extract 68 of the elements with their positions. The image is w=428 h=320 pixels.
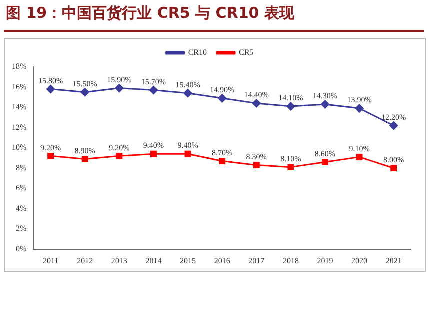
point (356, 154, 363, 160)
data-label: 9.40% (178, 141, 199, 150)
point (116, 152, 123, 160)
data-label: 13.90% (347, 96, 372, 105)
data-label: 9.10% (349, 144, 370, 154)
y-tick-label: 10% (12, 143, 27, 152)
x-tick-label: 2016 (214, 256, 230, 266)
point (288, 164, 294, 171)
y-tick-label: 18% (12, 62, 27, 72)
y-tick-label: 8% (16, 163, 27, 172)
point (322, 159, 328, 166)
point (184, 150, 192, 158)
data-label: 8.90% (74, 146, 96, 156)
point (184, 89, 192, 98)
data-label: 15.90% (107, 75, 132, 84)
legend-label: CR5 (239, 48, 254, 58)
point (80, 88, 90, 97)
point (252, 99, 261, 108)
point (115, 84, 124, 93)
x-tick-label: 2013 (111, 256, 128, 266)
point (150, 150, 157, 158)
data-label: 14.10% (278, 94, 304, 103)
x-tick-label: 2018 (282, 256, 299, 266)
x-tick-label: 2011 (42, 256, 59, 266)
y-tick-label: 0% (16, 244, 27, 254)
data-label: 14.90% (210, 86, 235, 95)
y-tick-label: 4% (16, 204, 27, 213)
y-tick-label: 16% (12, 82, 27, 92)
data-label: 9.20% (109, 143, 130, 152)
data-label: 15.40% (176, 80, 201, 90)
chart-title: 图 19：中国百货行业 CR5 与 CR10 表现 (6, 4, 294, 23)
data-label: 8.10% (280, 154, 302, 164)
x-tick-label: 2017 (248, 256, 265, 266)
point (253, 162, 260, 169)
data-label: 8.60% (314, 149, 336, 158)
data-label: 12.20% (382, 112, 407, 122)
point (390, 122, 398, 130)
x-tick-label: 2014 (146, 256, 162, 266)
point (48, 152, 54, 160)
data-label: 8.00% (384, 155, 405, 164)
point (82, 156, 88, 162)
x-tick-label: 2012 (77, 256, 94, 266)
legend-label: CR10 (188, 48, 207, 58)
y-tick-label: 2% (16, 224, 27, 234)
data-label: 14.40% (244, 90, 270, 100)
data-label: 8.70% (212, 148, 233, 158)
x-tick-label: 2019 (317, 256, 334, 266)
x-tick-label: 2021 (386, 256, 402, 266)
point (218, 94, 227, 103)
data-label: 15.70% (141, 77, 166, 86)
data-label: 15.80% (38, 76, 64, 86)
point (320, 100, 330, 109)
data-label: 15.50% (72, 79, 98, 88)
point (46, 85, 56, 94)
point (219, 158, 226, 164)
y-tick-label: 12% (12, 122, 27, 132)
data-label: 14.30% (312, 92, 338, 101)
point (355, 104, 364, 113)
point (286, 102, 296, 111)
y-tick-label: 14% (12, 102, 27, 112)
y-tick-label: 6% (16, 184, 27, 193)
point (390, 165, 398, 172)
data-label: 9.20% (40, 143, 62, 152)
point (149, 86, 158, 95)
data-label: 8.30% (246, 152, 268, 162)
x-tick-label: 2020 (352, 256, 368, 266)
data-label: 9.40% (143, 141, 164, 150)
x-tick-label: 2015 (180, 256, 196, 266)
